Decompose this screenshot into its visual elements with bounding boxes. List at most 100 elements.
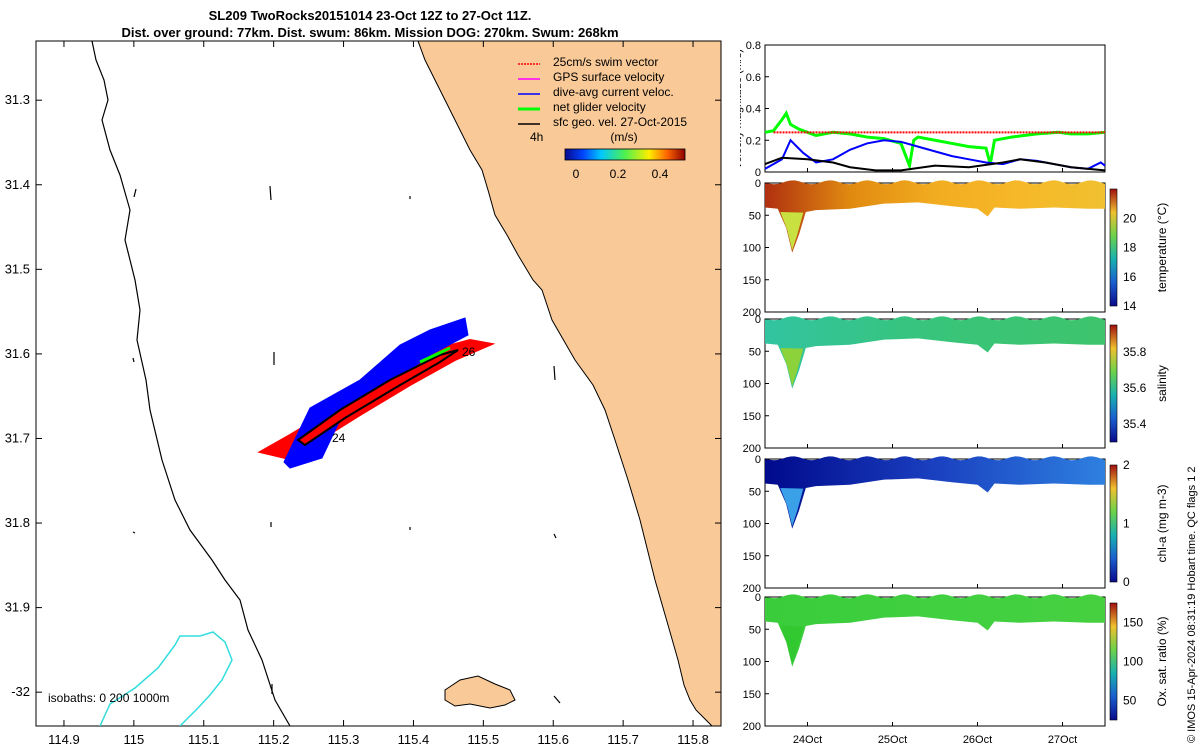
island (444, 675, 516, 709)
salinity-section: 050100150200Depth (m)35.435.635.8salinit… (743, 314, 1169, 455)
x-tick-label: 115.8 (677, 732, 709, 747)
y-tick-label: 31.8 (5, 515, 30, 530)
x-tick-label: 115.4 (398, 732, 430, 747)
track-outline (296, 349, 459, 447)
x-tick-label: 24Oct (793, 734, 822, 746)
colorbar-label: temperature (°C) (1155, 203, 1169, 293)
y-tick-label: 31.3 (5, 92, 30, 107)
chart-subtitle: Dist. over ground: 77km. Dist. swum: 86k… (121, 25, 619, 40)
colorbar-title: (m/s) (610, 130, 637, 144)
x-tick-label: 115.5 (468, 732, 500, 747)
y-tick-label: 50 (749, 624, 761, 636)
colorbar-tick: 16 (1123, 270, 1137, 284)
series-line-net-glider-velocity (764, 110, 1106, 172)
x-tick-label: 115.3 (328, 732, 360, 747)
track-annotation: 26 (462, 345, 476, 359)
legend-label: GPS surface velocity (553, 70, 664, 84)
colorbar-tick: 0 (573, 167, 580, 181)
colorbar-tick: 14 (1123, 299, 1137, 313)
y-tick-label: 200 (743, 721, 761, 733)
legend-label: 25cm/s swim vector (553, 55, 658, 69)
y-tick-label: 200 (743, 583, 761, 595)
chart-title: SL209 TwoRocks20151014 23-Oct 12Z to 27-… (208, 8, 532, 23)
x-tick-label: 26Oct (963, 734, 992, 746)
y-tick-label: 31.6 (5, 346, 30, 361)
interval-label: 4h (530, 130, 543, 144)
colorbar-tick: 2 (1123, 458, 1130, 472)
y-tick-label: 100 (743, 243, 761, 255)
y-tick-label: 150 (743, 689, 761, 701)
y-tick-label: 0 (755, 314, 761, 326)
y-tick-label: 50 (749, 486, 761, 498)
y-tick-label: 200 (743, 307, 761, 319)
y-tick-label: 0 (755, 454, 761, 466)
x-tick-label: 25Oct (878, 734, 907, 746)
colorbar-tick: 35.8 (1123, 345, 1147, 359)
y-tick-label: 150 (743, 551, 761, 563)
colorbar-tick: 0 (1123, 575, 1130, 589)
x-tick-label: 115.2 (258, 732, 290, 747)
colorbar (1109, 464, 1118, 583)
y-tick-label: 31.9 (5, 600, 30, 615)
y-tick-label: 0.6 (746, 72, 761, 84)
x-tick-label: 27Oct (1048, 734, 1077, 746)
isobaths-label: isobaths: 0 200 1000m (48, 691, 169, 705)
y-tick-label: 0 (755, 178, 761, 190)
y-tick-label: -32 (11, 684, 30, 699)
colorbar-tick: 0.4 (652, 167, 669, 181)
x-tick-label: 115 (123, 732, 144, 747)
colorbar-tick: 20 (1123, 211, 1137, 225)
series-line-sfc-geo-vel- (764, 156, 1106, 172)
legend-label: dive-avg current veloc. (553, 85, 674, 99)
section-plume (780, 626, 804, 665)
colorbar-tick: 100 (1123, 655, 1143, 669)
colorbar-tick: 35.6 (1123, 381, 1147, 395)
isobath-0m (91, 41, 291, 726)
section-data (765, 316, 1105, 389)
colorbar-tick: 150 (1123, 616, 1143, 630)
y-tick-label: 0.8 (746, 40, 761, 52)
credit-text: © IMOS 15-Apr-2024 08:31:19 Hobart time.… (1186, 466, 1198, 743)
y-tick-label: 200 (743, 443, 761, 455)
y-tick-label: 0 (755, 592, 761, 604)
section-plume (780, 212, 804, 251)
section-plume (780, 348, 804, 387)
y-tick-label: 0 (755, 167, 761, 179)
colorbar (1109, 188, 1118, 307)
legend-entry: sfc geo. vel. 27-Oct-2015 (518, 115, 687, 129)
colorbar-tick: 0.2 (610, 167, 627, 181)
colorbar-tick: 50 (1123, 694, 1137, 708)
y-tick-label: 31.7 (5, 430, 30, 445)
y-tick-label: 150 (743, 275, 761, 287)
x-tick-label: 114.9 (48, 732, 80, 747)
track-annotation: 24 (332, 431, 346, 445)
section-data (765, 456, 1105, 529)
y-tick-label: 31.5 (5, 261, 30, 276)
y-axis-label: velocity magnitude (m/s) (740, 49, 744, 168)
legend-entry: GPS surface velocity (518, 70, 664, 84)
glider-track (257, 317, 496, 469)
x-tick-label: 115.6 (537, 732, 569, 747)
section-data (765, 180, 1105, 253)
colorbar (1109, 602, 1118, 721)
velocity-axes (764, 44, 1106, 173)
colorbar-label: Ox. sat. ratio (%) (1155, 616, 1169, 706)
legend-entry: dive-avg current veloc. (518, 85, 674, 99)
y-tick-label: 0.4 (746, 104, 761, 116)
section-plume (780, 488, 804, 527)
velocity-colorbar (564, 148, 686, 161)
colorbar-label: chl-a (mg m-3) (1155, 484, 1169, 562)
temperature-section: 050100150200Depth (m)14161820temperature… (743, 178, 1169, 319)
legend-label: net glider velocity (553, 100, 646, 114)
colorbar (1109, 324, 1118, 443)
y-tick-label: 0.2 (746, 135, 761, 147)
y-tick-label: 50 (749, 210, 761, 222)
legend-label: sfc geo. vel. 27-Oct-2015 (553, 115, 687, 129)
y-tick-label: 50 (749, 346, 761, 358)
y-tick-label: 100 (743, 379, 761, 391)
map-legend: 25cm/s swim vector GPS surface velocity … (518, 55, 687, 181)
